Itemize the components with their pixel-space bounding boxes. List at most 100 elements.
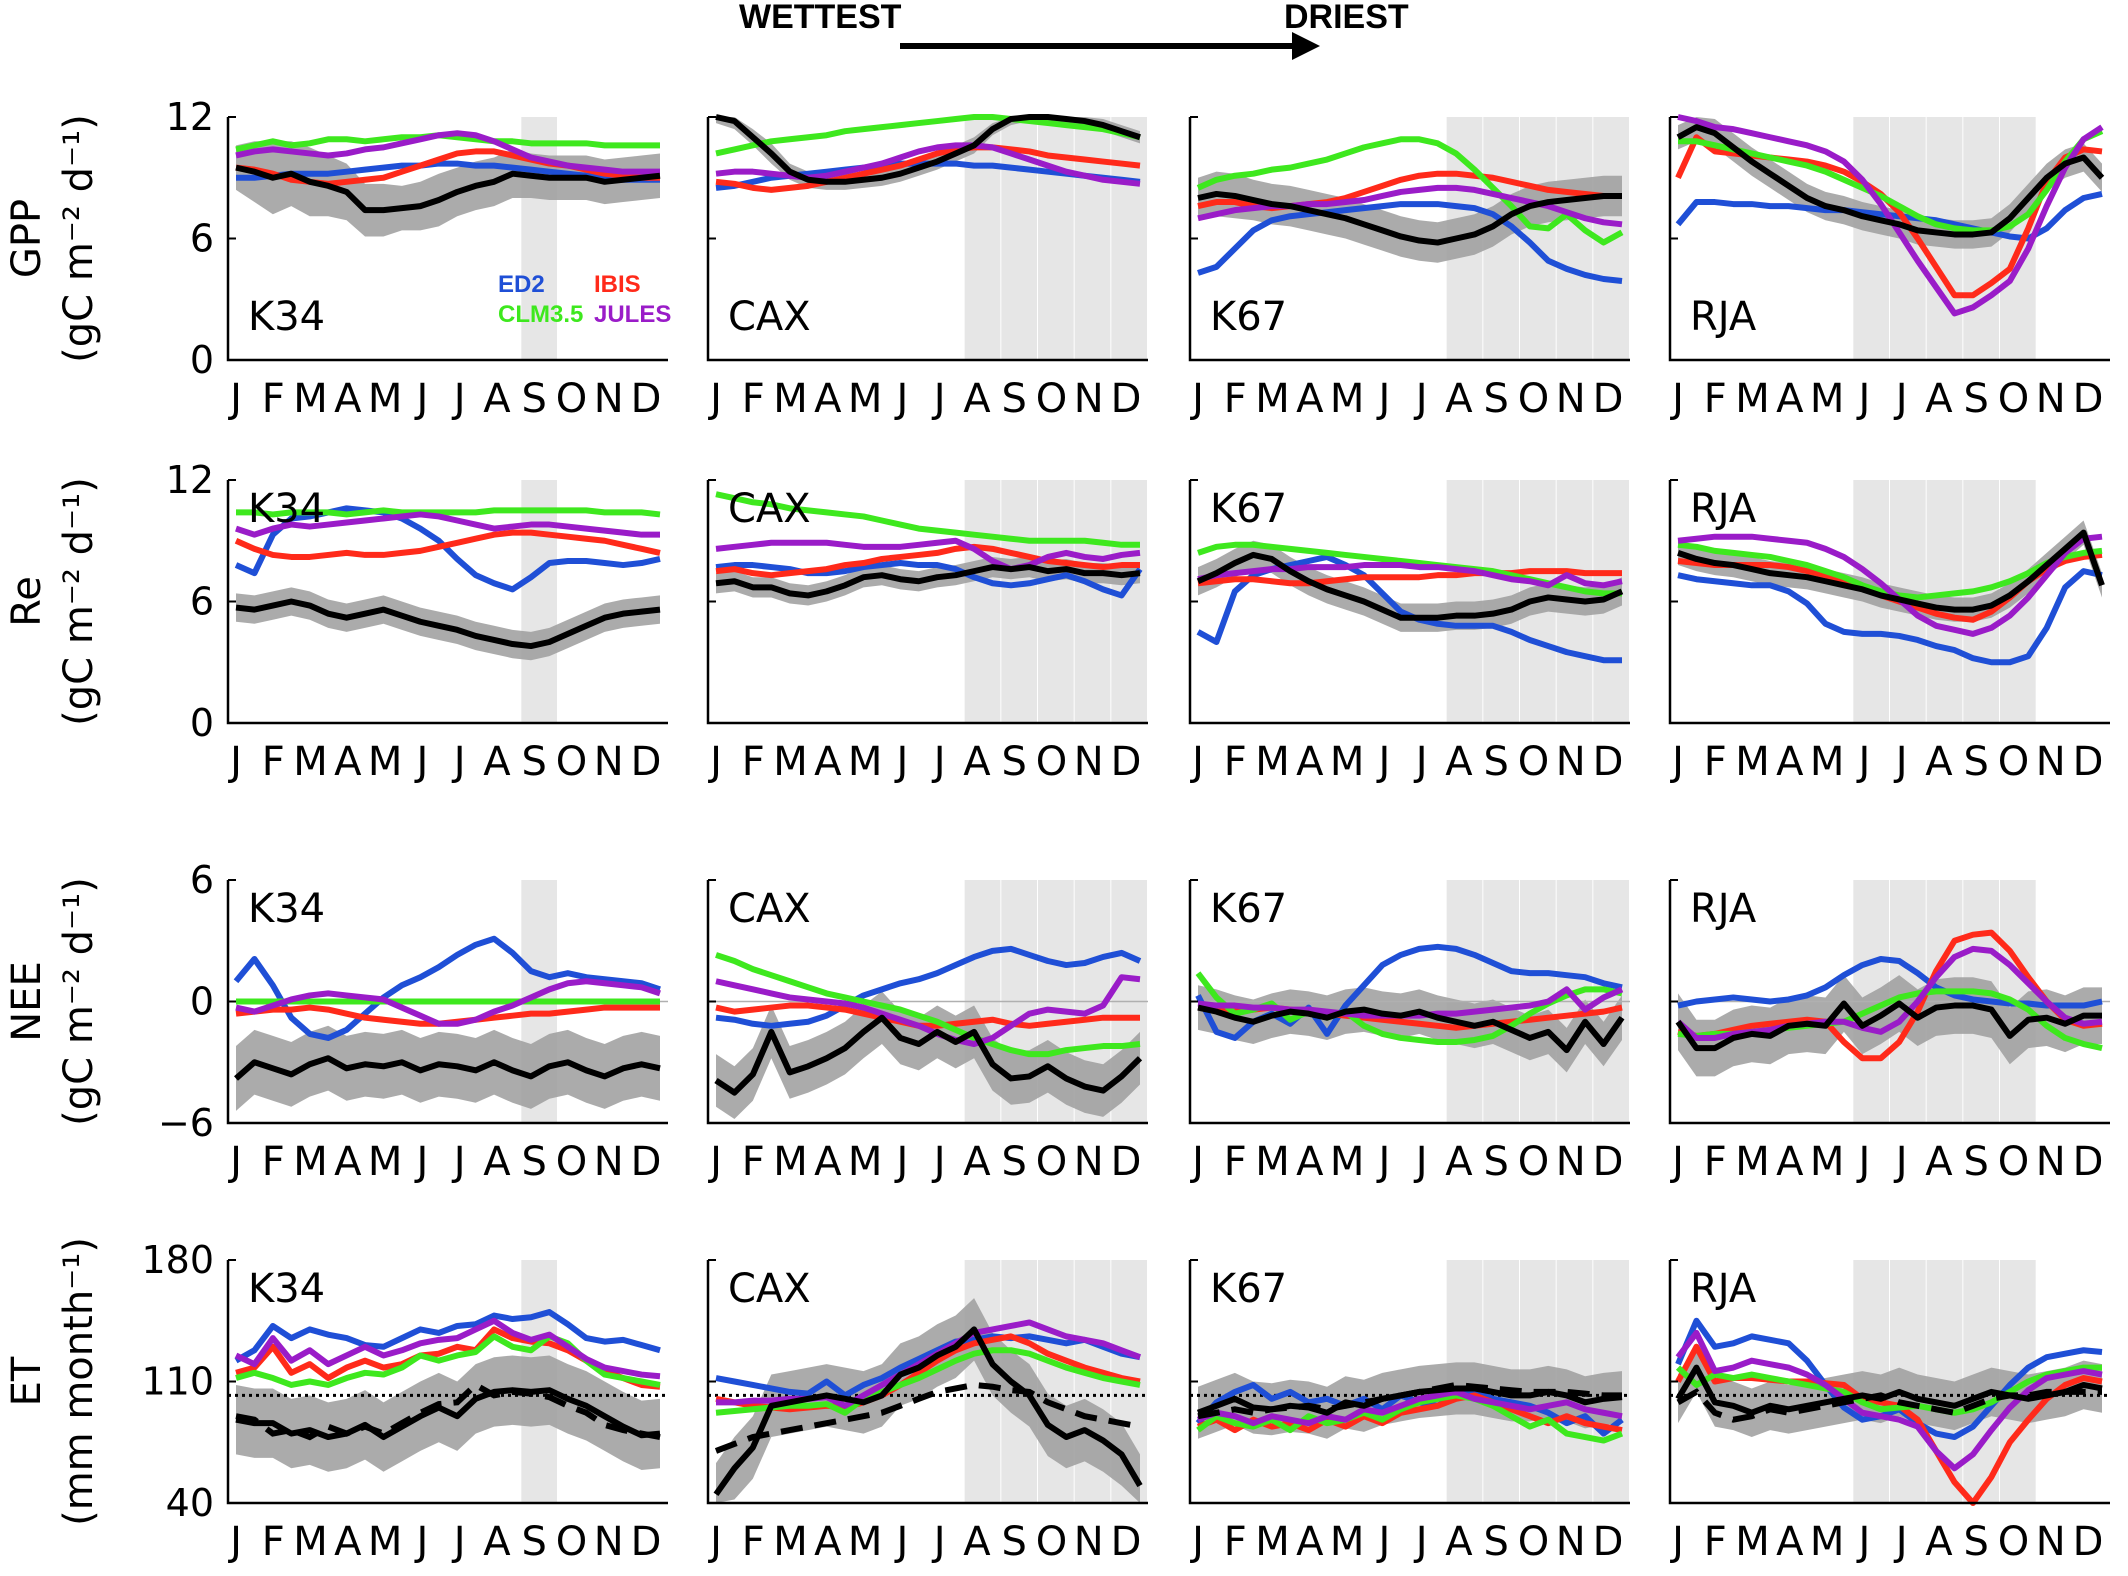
observed-line xyxy=(235,598,661,650)
month-tick-label: A xyxy=(1445,739,1473,785)
month-tick-label: J xyxy=(227,376,242,422)
month-tick-label: J xyxy=(1189,1519,1204,1565)
month-tick-label: S xyxy=(1001,376,1026,422)
row-ylabel: NEE xyxy=(4,961,50,1041)
series-line-jules xyxy=(715,537,1141,573)
series-line-ed2 xyxy=(234,505,661,593)
dry-season-band xyxy=(1556,117,1593,360)
month-tick-label: N xyxy=(2036,1139,2066,1185)
month-tick-label: N xyxy=(1556,376,1586,422)
y-tick-label: 110 xyxy=(141,1360,214,1404)
series-line-ed2 xyxy=(1677,955,2103,1009)
month-tick-label: J xyxy=(1413,1519,1428,1565)
month-tick-label: A xyxy=(1296,1519,1324,1565)
month-tick-label: A xyxy=(814,1519,842,1565)
observed-line xyxy=(1197,190,1622,246)
series-line-clm35 xyxy=(1675,1364,2102,1416)
month-tick-label: N xyxy=(1074,1139,1104,1185)
month-tick-label: N xyxy=(594,739,624,785)
month-tick-label: A xyxy=(483,376,511,422)
month-tick-label: J xyxy=(1669,739,1684,785)
month-tick-label: F xyxy=(1224,1519,1247,1565)
observed-uncertainty-band xyxy=(716,991,1140,1119)
month-tick-label: D xyxy=(2073,1139,2104,1185)
y-tick-label: 0 xyxy=(190,338,214,382)
month-tick-label: M xyxy=(848,376,883,422)
month-tick-label: O xyxy=(556,1139,587,1185)
month-tick-label: F xyxy=(1224,739,1247,785)
month-tick-label: D xyxy=(1111,1519,1142,1565)
observed-line xyxy=(1675,1364,2103,1416)
dry-season-band xyxy=(1038,480,1074,723)
month-tick-label: S xyxy=(521,376,546,422)
observed-dashed-line xyxy=(1676,1388,2102,1423)
month-tick-label: J xyxy=(1189,376,1204,422)
month-tick-label: M xyxy=(1735,376,1770,422)
month-tick-label: J xyxy=(1893,739,1908,785)
series-line-ed2 xyxy=(715,560,1143,599)
month-tick-label: J xyxy=(451,739,466,785)
site-label: K67 xyxy=(1210,1266,1287,1312)
month-tick-label: O xyxy=(1998,376,2029,422)
dry-season-band xyxy=(964,480,1001,723)
month-tick-label: F xyxy=(262,1139,285,1185)
observed-line xyxy=(234,1055,661,1081)
arrow-head-icon xyxy=(1292,32,1320,60)
header: WETTEST DRIEST xyxy=(739,0,1409,60)
month-tick-label: O xyxy=(1036,739,1067,785)
site-label: K67 xyxy=(1210,486,1287,532)
month-tick-label: J xyxy=(1413,739,1428,785)
month-tick-label: S xyxy=(1963,1139,1988,1185)
month-tick-label: M xyxy=(773,739,808,785)
observed-line xyxy=(1675,1000,2102,1052)
month-tick-label: A xyxy=(334,376,362,422)
observed-line xyxy=(1677,529,2105,613)
month-tick-label: S xyxy=(1483,376,1508,422)
series-line-clm35 xyxy=(715,114,1141,157)
series-line-ibis xyxy=(715,1002,1140,1029)
series-line-ibis xyxy=(1197,568,1622,587)
month-tick-label: F xyxy=(1704,1139,1727,1185)
month-tick-label: J xyxy=(1189,739,1204,785)
month-tick-label: A xyxy=(1776,1139,1804,1185)
month-tick-label: M xyxy=(293,1139,328,1185)
month-tick-label: M xyxy=(1255,739,1290,785)
series-line-jules xyxy=(234,1317,661,1380)
month-tick-label: J xyxy=(931,1519,946,1565)
month-tick-label: O xyxy=(556,1519,587,1565)
month-tick-label: N xyxy=(1556,1519,1586,1565)
month-tick-label: J xyxy=(707,1139,722,1185)
series-line-ibis xyxy=(234,529,661,560)
observed-uncertainty-band xyxy=(236,1025,660,1111)
month-tick-label: S xyxy=(1963,1519,1988,1565)
month-tick-label: M xyxy=(848,1519,883,1565)
month-tick-label: J xyxy=(413,1519,428,1565)
month-tick-label: S xyxy=(1483,1519,1508,1565)
month-tick-label: A xyxy=(1296,739,1324,785)
month-tick-label: S xyxy=(1001,739,1026,785)
series-line-jules xyxy=(1677,533,2103,637)
series-line-jules xyxy=(235,511,660,538)
month-tick-label: A xyxy=(1776,376,1804,422)
month-tick-label: O xyxy=(1998,739,2029,785)
month-tick-label: O xyxy=(556,376,587,422)
month-tick-label: M xyxy=(1735,1519,1770,1565)
month-tick-label: M xyxy=(368,1139,403,1185)
month-tick-label: S xyxy=(1001,1139,1026,1185)
observed-uncertainty-band xyxy=(1678,520,2102,622)
month-tick-label: S xyxy=(1483,739,1508,785)
month-tick-label: O xyxy=(1518,376,1549,422)
row-ylabel: GPP xyxy=(4,199,50,278)
month-tick-label: D xyxy=(1111,739,1142,785)
month-tick-label: F xyxy=(1224,376,1247,422)
month-tick-label: M xyxy=(848,1139,883,1185)
month-tick-label: J xyxy=(931,376,946,422)
month-tick-label: F xyxy=(262,376,285,422)
month-tick-label: F xyxy=(742,739,765,785)
month-tick-label: M xyxy=(1735,1139,1770,1185)
